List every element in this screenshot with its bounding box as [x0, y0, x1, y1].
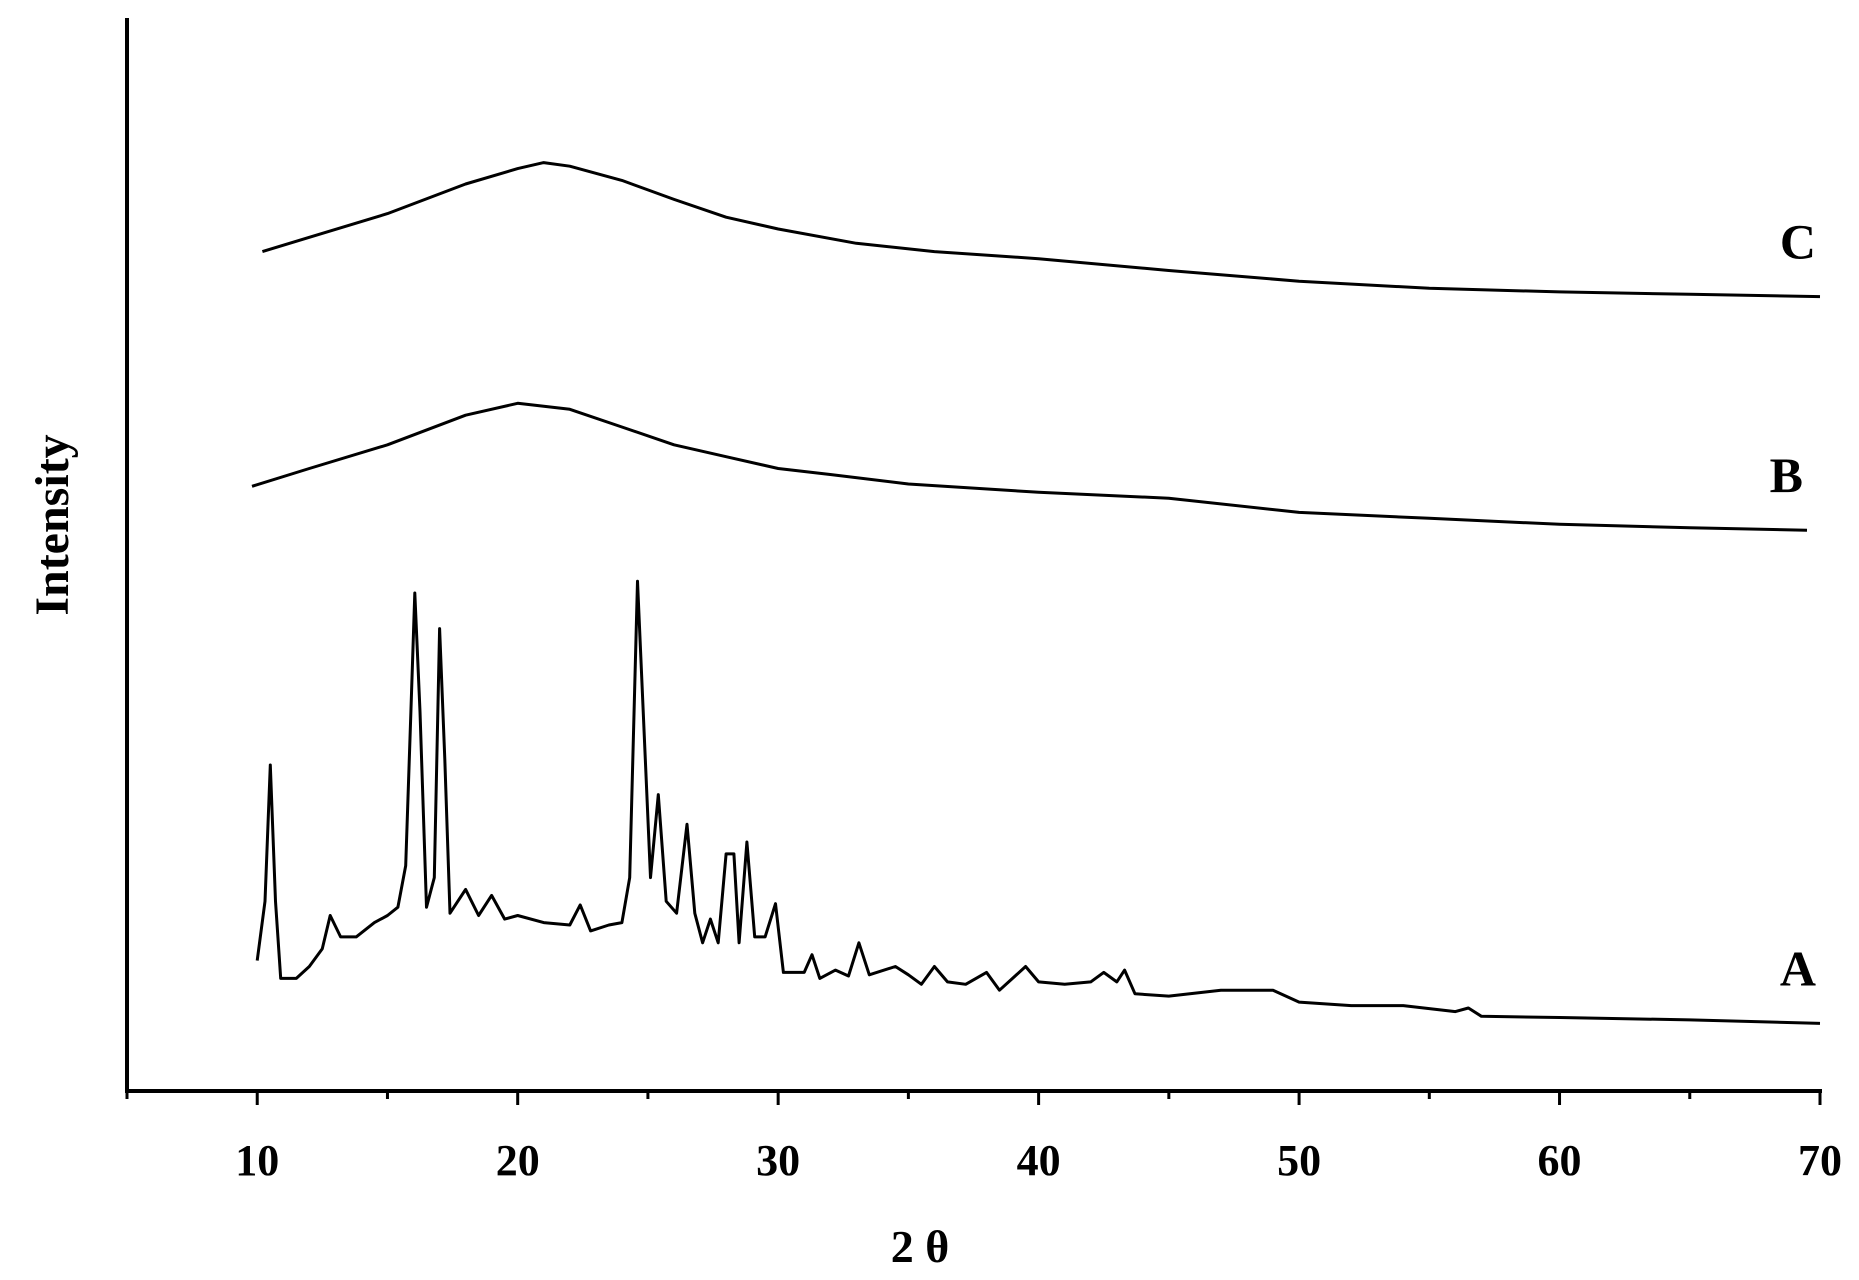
series-label: B	[1770, 447, 1803, 503]
data-line	[255, 579, 1821, 1025]
x-tick-label: 70	[1798, 1136, 1842, 1185]
x-tick-label: 40	[1017, 1136, 1061, 1185]
x-tick-label: 20	[496, 1136, 540, 1185]
x-tick-label: 30	[756, 1136, 800, 1185]
x-tick-label: 50	[1277, 1136, 1321, 1185]
series-label: A	[1780, 940, 1816, 996]
x-axis-title: 2 θ	[891, 1221, 950, 1272]
series-label: C	[1780, 214, 1816, 270]
data-line	[251, 401, 1808, 532]
y-axis-title: Intensity	[26, 434, 79, 615]
x-tick-label: 60	[1538, 1136, 1582, 1185]
x-tick-label: 10	[235, 1136, 279, 1185]
data-line	[261, 161, 1821, 299]
